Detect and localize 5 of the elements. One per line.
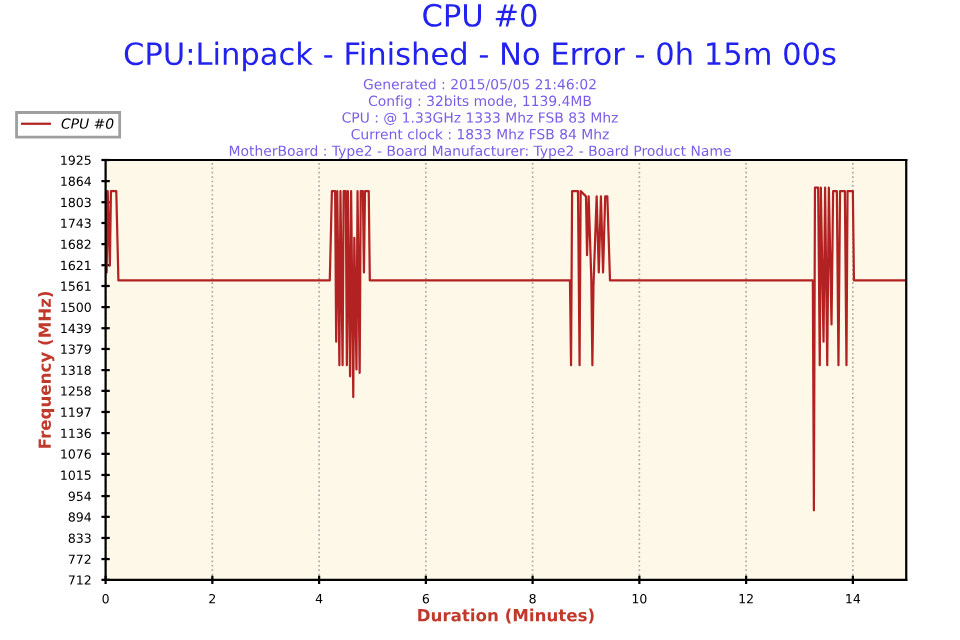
chart-subtitle: CPU:Linpack - Finished - No Error - 0h 15m 00s — [124, 41, 836, 72]
y-axis-title: Frequency (MHz) — [38, 291, 55, 448]
x-axis-title: Duration (Minutes) — [418, 608, 594, 624]
chart-title: CPU #0 — [423, 3, 537, 27]
line-series — [105, 186, 907, 512]
